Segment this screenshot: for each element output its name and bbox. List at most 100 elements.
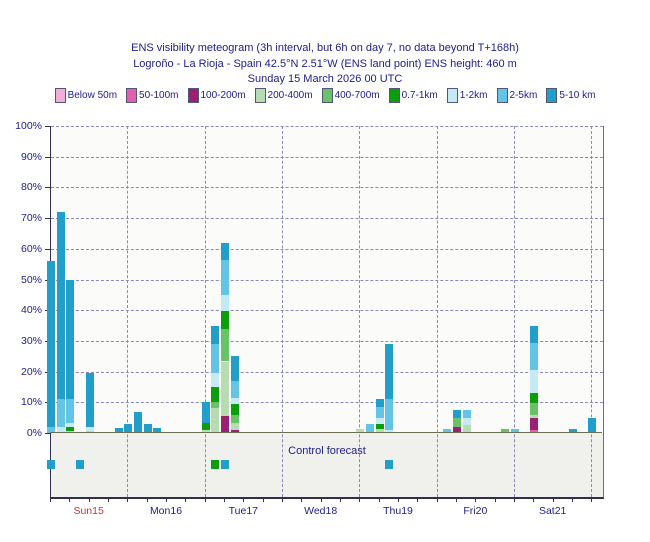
x-axis-tick — [50, 497, 51, 502]
y-axis-label: 30% — [20, 334, 42, 347]
bar-segment — [530, 393, 539, 404]
x-axis-tick — [166, 497, 167, 502]
gridline-day-boundary — [436, 126, 438, 497]
bar-segment — [230, 404, 239, 415]
x-axis-tick — [378, 497, 380, 502]
gridline-day-boundary — [127, 126, 129, 497]
bar-segment — [211, 343, 220, 374]
bar-segment — [453, 427, 462, 433]
legend-swatch-400-700m — [321, 88, 333, 103]
x-axis-tick — [69, 497, 71, 502]
legend-item: 50-100m — [126, 88, 179, 103]
gridline-day-boundary — [591, 126, 593, 497]
legend-item: 5-10 km — [546, 88, 595, 103]
bar-segment — [47, 261, 55, 427]
legend-item: 1-2km — [446, 88, 488, 103]
day-label-mon16: Mon16 — [149, 505, 183, 517]
legend-item: 0.7-1km — [388, 88, 438, 103]
title-line-1: ENS visibility meteogram (3h interval, b… — [131, 42, 519, 54]
y-axis-label: 100% — [15, 120, 42, 132]
y-axis-tick — [45, 126, 50, 127]
bar-segment — [530, 403, 539, 415]
bar-segment — [385, 343, 394, 400]
gridline-h-100 — [51, 126, 603, 127]
bar-segment — [56, 399, 65, 427]
title-line-2: Logroño - La Rioja - Spain 42.5°N 2.51°W… — [133, 57, 517, 70]
bar-segment — [221, 361, 229, 417]
probability-bar-t54 — [221, 126, 229, 433]
bar-segment — [501, 429, 510, 433]
bar-segment — [211, 408, 220, 433]
bar-segment — [230, 423, 239, 430]
bar-segment — [221, 259, 229, 295]
bar-segment — [66, 430, 75, 433]
bar-segment — [569, 429, 578, 433]
day-label-tue17: Tue17 — [228, 505, 259, 517]
day-label-sat21: Sat21 — [538, 505, 567, 517]
y-axis-label: 90% — [20, 150, 42, 163]
bar-segment — [201, 402, 210, 424]
bar-segment — [453, 409, 462, 419]
probability-bar-t123 — [443, 126, 452, 433]
legend-label: 0.7-1km — [401, 90, 438, 101]
bar-segment — [211, 402, 220, 409]
bar-segment — [114, 428, 123, 433]
gridline-h-60 — [51, 248, 603, 250]
x-axis-tick — [436, 497, 438, 502]
legend-label: 200-400m — [267, 90, 313, 101]
bar-segment — [385, 429, 394, 433]
plot-area — [47, 126, 604, 433]
control-forecast-marker-t54 — [221, 460, 229, 469]
y-axis-tick — [45, 433, 50, 434]
gridline-h-50 — [51, 279, 603, 281]
legend-swatch-200-400m — [254, 88, 266, 103]
bar-segment — [143, 423, 152, 433]
x-axis-tick — [456, 497, 458, 502]
probability-bar-t48 — [201, 126, 210, 433]
bar-segment — [530, 429, 539, 433]
zero-percent-line — [50, 432, 602, 433]
bar-segment — [511, 429, 520, 433]
bar-segment — [85, 426, 94, 432]
gridline-h-20 — [51, 371, 603, 373]
gridline-h-30 — [51, 340, 603, 342]
gridline-day-boundary — [282, 126, 283, 497]
y-axis-label: 80% — [20, 181, 42, 194]
bar-segment — [56, 426, 65, 433]
legend-label: 400-700m — [334, 90, 380, 101]
legend-label: 1-2km — [459, 90, 488, 101]
bar-segment — [453, 418, 462, 428]
x-axis-tick — [494, 497, 496, 502]
bar-segment — [66, 399, 75, 424]
legend-swatch-100-200m — [187, 88, 199, 103]
y-axis-label: 40% — [20, 304, 42, 317]
day-label-wed18: Wed18 — [304, 505, 338, 517]
x-axis-tick — [320, 497, 322, 502]
day-label-thu19: Thu19 — [383, 505, 413, 517]
control-forecast-marker-t51 — [211, 460, 220, 469]
bar-segment — [211, 373, 220, 387]
x-axis-tick — [359, 497, 361, 502]
control-forecast-marker-t0 — [47, 460, 55, 469]
legend-item: Below 50m — [54, 88, 117, 103]
bar-segment — [462, 424, 471, 433]
probability-bar-t33 — [153, 126, 162, 433]
bar-segment — [124, 423, 133, 433]
y-axis-label: 70% — [20, 212, 42, 225]
probability-bar-t126 — [453, 126, 462, 433]
legend-label: 5-10 km — [559, 90, 596, 101]
bar-segment — [201, 429, 210, 433]
legend-label: 50-100m — [139, 90, 179, 101]
legend-swatch-0.7-1km — [388, 88, 400, 103]
probability-bar-t168 — [588, 126, 597, 433]
probability-bar-t6 — [66, 126, 75, 433]
probability-bar-t96 — [356, 126, 365, 433]
probability-bar-t150 — [530, 126, 539, 433]
y-axis-tick — [45, 248, 50, 250]
bar-segment — [356, 429, 365, 433]
bar-segment — [221, 416, 229, 433]
probability-bar-t129 — [462, 126, 471, 433]
bar-segment — [530, 369, 539, 394]
bar-segment — [443, 429, 452, 433]
probability-bar-t51 — [211, 126, 220, 433]
